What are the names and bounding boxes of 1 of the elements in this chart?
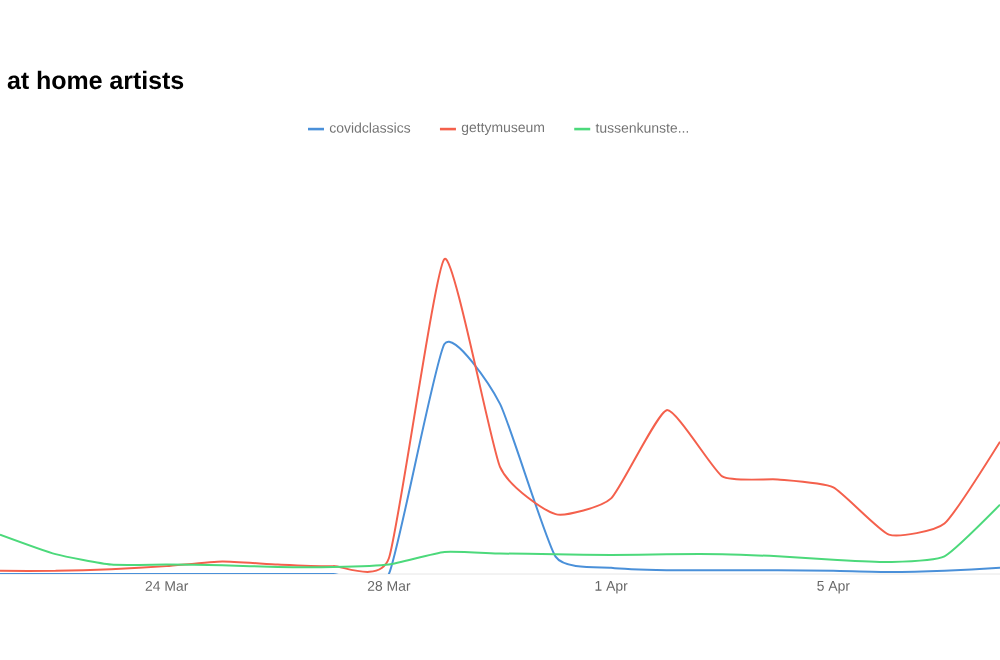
chart-title: at home artists bbox=[7, 70, 184, 90]
